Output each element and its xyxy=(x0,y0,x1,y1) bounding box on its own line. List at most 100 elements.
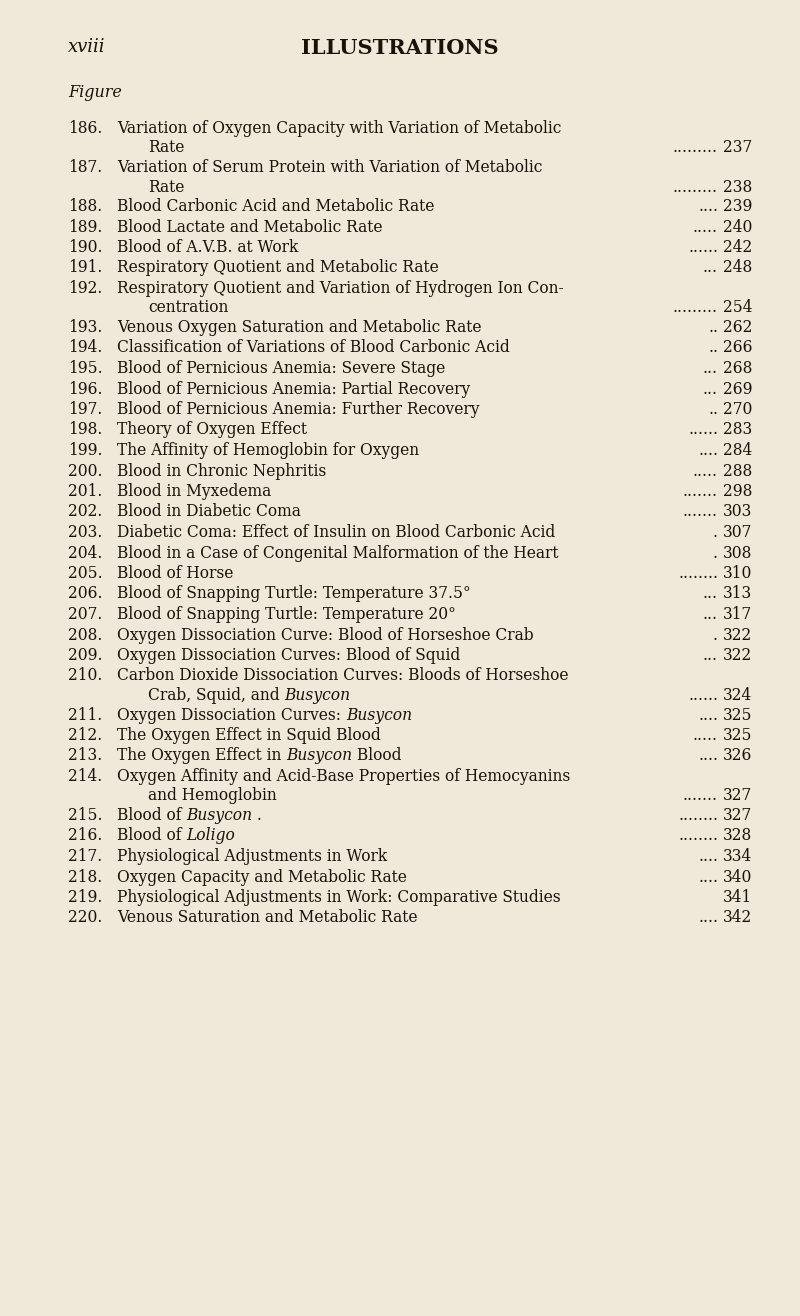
Text: 213.: 213. xyxy=(68,747,102,765)
Text: 214.: 214. xyxy=(68,769,102,786)
Text: ........: ........ xyxy=(678,565,718,582)
Text: Figure: Figure xyxy=(68,84,122,101)
Text: 240: 240 xyxy=(722,218,752,236)
Text: 208.: 208. xyxy=(68,626,102,644)
Text: Blood of: Blood of xyxy=(117,828,186,845)
Text: 206.: 206. xyxy=(68,586,102,603)
Text: Loligo: Loligo xyxy=(186,828,235,845)
Text: 211.: 211. xyxy=(68,707,102,724)
Text: .......: ....... xyxy=(683,483,718,500)
Text: ...: ... xyxy=(703,361,718,376)
Text: ........: ........ xyxy=(678,807,718,824)
Text: 270: 270 xyxy=(722,401,752,418)
Text: centration: centration xyxy=(148,300,228,317)
Text: Oxygen Dissociation Curve: Blood of Horseshoe Crab: Oxygen Dissociation Curve: Blood of Hors… xyxy=(117,626,534,644)
Text: .......: ....... xyxy=(683,787,718,804)
Text: xviii: xviii xyxy=(68,38,106,57)
Text: 322: 322 xyxy=(722,647,752,665)
Text: Physiological Adjustments in Work: Comparative Studies: Physiological Adjustments in Work: Compa… xyxy=(117,890,561,905)
Text: ..: .. xyxy=(708,401,718,418)
Text: ILLUSTRATIONS: ILLUSTRATIONS xyxy=(301,38,499,58)
Text: 190.: 190. xyxy=(68,240,102,257)
Text: Blood of Snapping Turtle: Temperature 20°: Blood of Snapping Turtle: Temperature 20… xyxy=(117,605,456,622)
Text: 186.: 186. xyxy=(68,120,102,137)
Text: Blood in Diabetic Coma: Blood in Diabetic Coma xyxy=(117,504,301,521)
Text: The Oxygen Effect in: The Oxygen Effect in xyxy=(117,747,286,765)
Text: 298: 298 xyxy=(722,483,752,500)
Text: 327: 327 xyxy=(722,807,752,824)
Text: 217.: 217. xyxy=(68,848,102,865)
Text: 212.: 212. xyxy=(68,726,102,744)
Text: .....: ..... xyxy=(693,726,718,744)
Text: Busycon: Busycon xyxy=(346,707,412,724)
Text: 254: 254 xyxy=(722,300,752,317)
Text: 239: 239 xyxy=(722,197,752,215)
Text: Crab, Squid, and: Crab, Squid, and xyxy=(148,687,285,704)
Text: 303: 303 xyxy=(722,504,752,521)
Text: 194.: 194. xyxy=(68,340,102,357)
Text: 248: 248 xyxy=(722,259,752,276)
Text: .........: ......... xyxy=(673,179,718,196)
Text: .......: ....... xyxy=(683,504,718,521)
Text: Diabetic Coma: Effect of Insulin on Blood Carbonic Acid: Diabetic Coma: Effect of Insulin on Bloo… xyxy=(117,524,555,541)
Text: 192.: 192. xyxy=(68,280,102,297)
Text: 307: 307 xyxy=(722,524,752,541)
Text: 189.: 189. xyxy=(68,218,102,236)
Text: ....: .... xyxy=(698,442,718,459)
Text: ....: .... xyxy=(698,869,718,886)
Text: Physiological Adjustments in Work: Physiological Adjustments in Work xyxy=(117,848,387,865)
Text: 187.: 187. xyxy=(68,159,102,176)
Text: 188.: 188. xyxy=(68,197,102,215)
Text: Blood Carbonic Acid and Metabolic Rate: Blood Carbonic Acid and Metabolic Rate xyxy=(117,197,434,215)
Text: 342: 342 xyxy=(722,909,752,926)
Text: 199.: 199. xyxy=(68,442,102,459)
Text: Variation of Serum Protein with Variation of Metabolic: Variation of Serum Protein with Variatio… xyxy=(117,159,542,176)
Text: Respiratory Quotient and Metabolic Rate: Respiratory Quotient and Metabolic Rate xyxy=(117,259,438,276)
Text: 268: 268 xyxy=(722,361,752,376)
Text: Rate: Rate xyxy=(148,179,184,196)
Text: 205.: 205. xyxy=(68,565,102,582)
Text: 193.: 193. xyxy=(68,318,102,336)
Text: Busycon: Busycon xyxy=(285,687,350,704)
Text: .: . xyxy=(713,524,718,541)
Text: 322: 322 xyxy=(722,626,752,644)
Text: 196.: 196. xyxy=(68,380,102,397)
Text: .....: ..... xyxy=(693,218,718,236)
Text: Blood in a Case of Congenital Malformation of the Heart: Blood in a Case of Congenital Malformati… xyxy=(117,545,558,562)
Text: .........: ......... xyxy=(673,139,718,157)
Text: ......: ...... xyxy=(688,687,718,704)
Text: Busycon: Busycon xyxy=(186,807,253,824)
Text: ....: .... xyxy=(698,848,718,865)
Text: 210.: 210. xyxy=(68,667,102,684)
Text: Blood of A.V.B. at Work: Blood of A.V.B. at Work xyxy=(117,240,298,257)
Text: ....: .... xyxy=(698,747,718,765)
Text: Blood in Myxedema: Blood in Myxedema xyxy=(117,483,271,500)
Text: 237: 237 xyxy=(722,139,752,157)
Text: 238: 238 xyxy=(722,179,752,196)
Text: 327: 327 xyxy=(722,787,752,804)
Text: .....: ..... xyxy=(693,462,718,479)
Text: 197.: 197. xyxy=(68,401,102,418)
Text: .: . xyxy=(253,807,262,824)
Text: Theory of Oxygen Effect: Theory of Oxygen Effect xyxy=(117,421,307,438)
Text: ..: .. xyxy=(708,340,718,357)
Text: 215.: 215. xyxy=(68,807,102,824)
Text: 283: 283 xyxy=(722,421,752,438)
Text: and Hemoglobin: and Hemoglobin xyxy=(148,787,277,804)
Text: ...: ... xyxy=(703,647,718,665)
Text: 328: 328 xyxy=(722,828,752,845)
Text: 262: 262 xyxy=(722,318,752,336)
Text: Blood: Blood xyxy=(352,747,402,765)
Text: Respiratory Quotient and Variation of Hydrogen Ion Con-: Respiratory Quotient and Variation of Hy… xyxy=(117,280,564,297)
Text: 269: 269 xyxy=(722,380,752,397)
Text: Blood of Pernicious Anemia: Further Recovery: Blood of Pernicious Anemia: Further Reco… xyxy=(117,401,479,418)
Text: 209.: 209. xyxy=(68,647,102,665)
Text: Blood Lactate and Metabolic Rate: Blood Lactate and Metabolic Rate xyxy=(117,218,382,236)
Text: Oxygen Dissociation Curves:: Oxygen Dissociation Curves: xyxy=(117,707,346,724)
Text: Blood of Horse: Blood of Horse xyxy=(117,565,234,582)
Text: 216.: 216. xyxy=(68,828,102,845)
Text: 334: 334 xyxy=(722,848,752,865)
Text: 310: 310 xyxy=(722,565,752,582)
Text: ...: ... xyxy=(703,259,718,276)
Text: 324: 324 xyxy=(722,687,752,704)
